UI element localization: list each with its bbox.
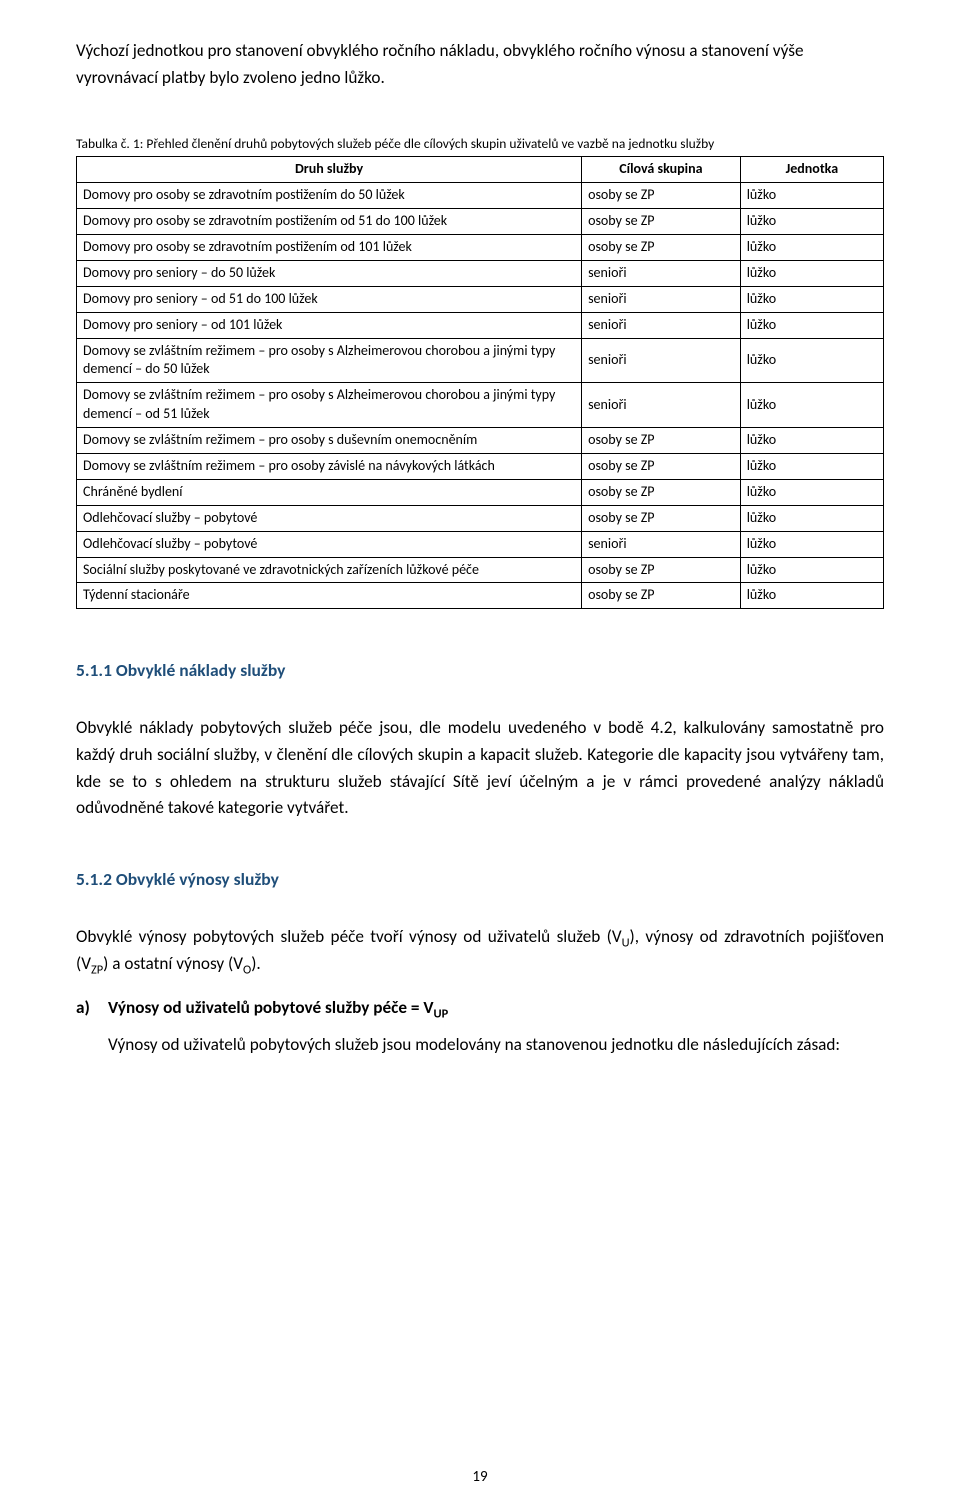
table-row: Domovy pro seniory – od 51 do 100 lůžeks… (77, 286, 884, 312)
list-a-body-paragraph: Výnosy od uživatelů pobytových služeb js… (108, 1032, 884, 1059)
table-row: Odlehčovací služby – pobytovéosoby se ZP… (77, 505, 884, 531)
table-row: Odlehčovací služby – pobytovéseniořilůžk… (77, 531, 884, 557)
intro-text: ). (251, 953, 261, 974)
cell-cil: senioři (582, 312, 741, 338)
cell-druh: Domovy se zvláštním režimem – pro osoby … (77, 338, 582, 383)
cell-druh: Domovy se zvláštním režimem – pro osoby … (77, 454, 582, 480)
cell-cil: senioři (582, 531, 741, 557)
section-5-1-1-body: Obvyklé náklady pobytových služeb péče j… (76, 715, 884, 822)
table-row: Domovy pro osoby se zdravotním postižení… (77, 183, 884, 209)
cell-jed: lůžko (740, 286, 883, 312)
cell-cil: osoby se ZP (582, 209, 741, 235)
subscript-zp: ZP (91, 962, 103, 977)
cell-druh: Domovy pro seniory – od 51 do 100 lůžek (77, 286, 582, 312)
cell-jed: lůžko (740, 260, 883, 286)
label-text: Výnosy od uživatelů pobytové služby péče… (108, 997, 434, 1018)
cell-cil: osoby se ZP (582, 583, 741, 609)
cell-druh: Domovy se zvláštním režimem – pro osoby … (77, 428, 582, 454)
table-row: Domovy pro osoby se zdravotním postižení… (77, 234, 884, 260)
cell-druh: Domovy pro osoby se zdravotním postižení… (77, 209, 582, 235)
table-header-row: Druh služby Cílová skupina Jednotka (77, 157, 884, 183)
cell-jed: lůžko (740, 338, 883, 383)
cell-cil: osoby se ZP (582, 505, 741, 531)
cell-jed: lůžko (740, 479, 883, 505)
cell-cil: osoby se ZP (582, 234, 741, 260)
cell-jed: lůžko (740, 557, 883, 583)
subscript-o: O (243, 962, 251, 977)
intro-text: ) a ostatní výnosy (V (103, 953, 243, 974)
cell-jed: lůžko (740, 312, 883, 338)
table-row: Domovy pro seniory – od 101 lůžeksenioři… (77, 312, 884, 338)
cell-druh: Domovy pro osoby se zdravotním postižení… (77, 183, 582, 209)
col-header-cil: Cílová skupina (582, 157, 741, 183)
cell-druh: Odlehčovací služby – pobytové (77, 505, 582, 531)
cell-jed: lůžko (740, 183, 883, 209)
cell-cil: osoby se ZP (582, 428, 741, 454)
cell-jed: lůžko (740, 454, 883, 480)
cell-druh: Chráněné bydlení (77, 479, 582, 505)
cell-jed: lůžko (740, 209, 883, 235)
intro-paragraph: Výchozí jednotkou pro stanovení obvykléh… (76, 38, 884, 91)
cell-cil: senioři (582, 383, 741, 428)
col-header-druh: Druh služby (77, 157, 582, 183)
service-types-table: Druh služby Cílová skupina Jednotka Domo… (76, 156, 884, 609)
document-page: Výchozí jednotkou pro stanovení obvykléh… (0, 0, 960, 1508)
heading-5-1-2: 5.1.2 Obvyklé výnosy služby (76, 868, 884, 890)
cell-jed: lůžko (740, 383, 883, 428)
table-row: Chráněné bydleníosoby se ZPlůžko (77, 479, 884, 505)
cell-druh: Týdenní stacionáře (77, 583, 582, 609)
cell-jed: lůžko (740, 234, 883, 260)
table-row: Domovy se zvláštním režimem – pro osoby … (77, 338, 884, 383)
cell-cil: osoby se ZP (582, 557, 741, 583)
col-header-jed: Jednotka (740, 157, 883, 183)
table-row: Týdenní stacionářeosoby se ZPlůžko (77, 583, 884, 609)
cell-druh: Domovy pro seniory – do 50 lůžek (77, 260, 582, 286)
table-row: Sociální služby poskytované ve zdravotni… (77, 557, 884, 583)
subscript-u: U (622, 935, 630, 950)
subscript-up: UP (434, 1007, 449, 1022)
table-row: Domovy pro seniory – do 50 lůžekseniořil… (77, 260, 884, 286)
page-number: 19 (0, 1468, 960, 1486)
cell-druh: Domovy pro seniory – od 101 lůžek (77, 312, 582, 338)
cell-cil: osoby se ZP (582, 183, 741, 209)
cell-cil: osoby se ZP (582, 454, 741, 480)
table-row: Domovy se zvláštním režimem – pro osoby … (77, 428, 884, 454)
heading-5-1-1: 5.1.1 Obvyklé náklady služby (76, 659, 884, 681)
intro-text: Obvyklé výnosy pobytových služeb péče tv… (76, 926, 622, 947)
section-5-1-2-intro: Obvyklé výnosy pobytových služeb péče tv… (76, 924, 884, 977)
cell-jed: lůžko (740, 505, 883, 531)
cell-cil: senioři (582, 286, 741, 312)
cell-druh: Sociální služby poskytované ve zdravotni… (77, 557, 582, 583)
cell-cil: senioři (582, 338, 741, 383)
list-item-a: a) Výnosy od uživatelů pobytové služby p… (76, 995, 884, 1022)
cell-druh: Domovy pro osoby se zdravotním postižení… (77, 234, 582, 260)
table-caption: Tabulka č. 1: Přehled členění druhů poby… (76, 135, 884, 152)
table-row: Domovy pro osoby se zdravotním postižení… (77, 209, 884, 235)
table-row: Domovy se zvláštním režimem – pro osoby … (77, 454, 884, 480)
cell-cil: osoby se ZP (582, 479, 741, 505)
cell-jed: lůžko (740, 428, 883, 454)
cell-jed: lůžko (740, 531, 883, 557)
cell-jed: lůžko (740, 583, 883, 609)
cell-cil: senioři (582, 260, 741, 286)
table-row: Domovy se zvláštním režimem – pro osoby … (77, 383, 884, 428)
list-a-label: Výnosy od uživatelů pobytové služby péče… (108, 997, 448, 1018)
cell-druh: Odlehčovací služby – pobytové (77, 531, 582, 557)
cell-druh: Domovy se zvláštním režimem – pro osoby … (77, 383, 582, 428)
list-marker: a) (76, 995, 108, 1022)
